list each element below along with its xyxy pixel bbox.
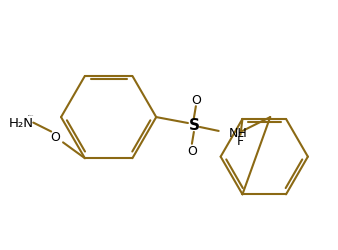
Text: H₂N: H₂N [8, 116, 33, 129]
Text: S: S [188, 118, 199, 133]
Text: O: O [50, 130, 60, 143]
Text: NH: NH [228, 127, 247, 140]
Text: O: O [187, 145, 197, 158]
Text: O: O [191, 94, 201, 106]
Text: F: F [237, 135, 244, 147]
Text: methoxy: methoxy [28, 114, 34, 116]
